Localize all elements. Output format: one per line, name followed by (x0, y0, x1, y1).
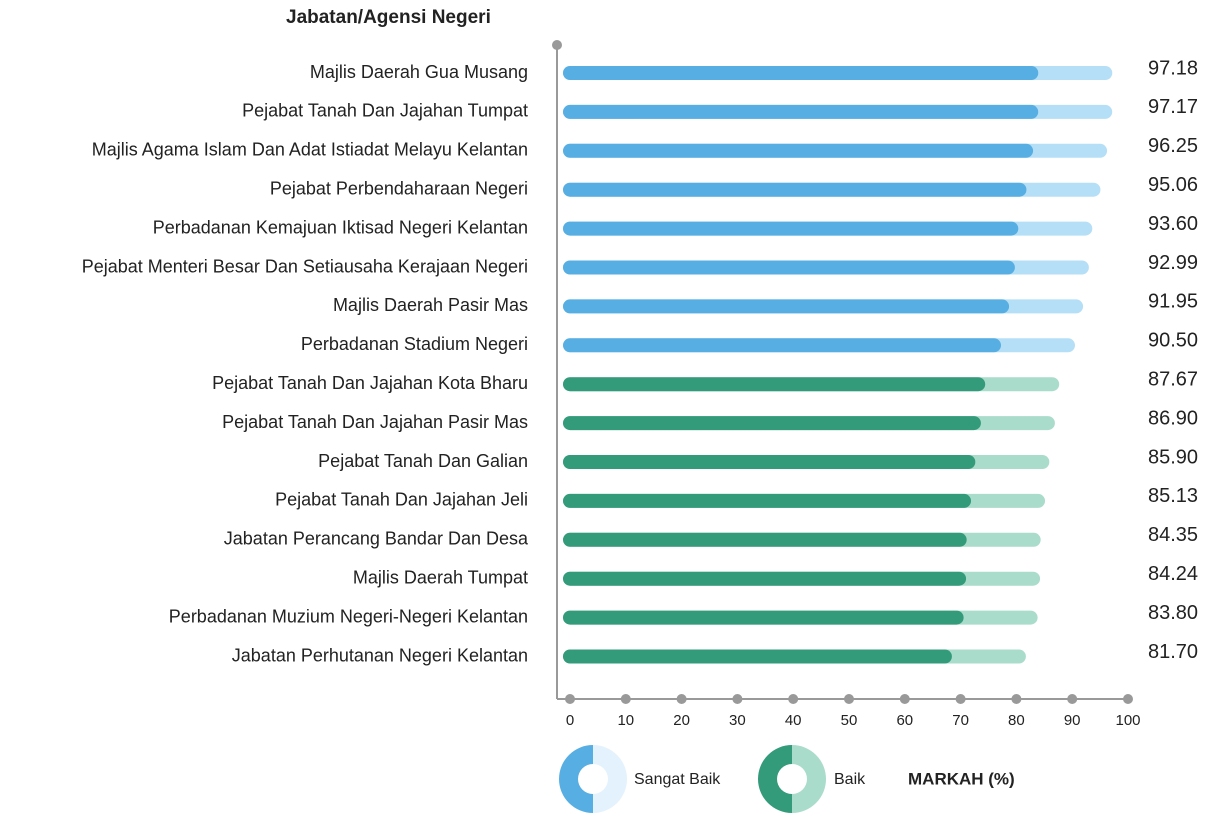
value-label: 83.80 (1148, 602, 1198, 624)
value-label: 95.06 (1148, 174, 1198, 196)
x-tick-label: 40 (785, 712, 802, 729)
x-tick (676, 694, 687, 704)
category-label: Perbadanan Muzium Negeri-Negeri Kelantan (169, 606, 528, 626)
bar-highlight (563, 416, 981, 431)
x-tick (1123, 694, 1133, 704)
bar-highlight (563, 377, 986, 392)
value-label: 90.50 (1148, 330, 1198, 352)
value-label: 85.90 (1148, 446, 1198, 468)
category-label: Pejabat Tanah Dan Jajahan Pasir Mas (222, 412, 528, 432)
bar-highlight (563, 143, 1034, 158)
value-label: 84.35 (1148, 524, 1198, 546)
bar-highlight (563, 260, 1015, 275)
category-label: Majlis Daerah Pasir Mas (333, 295, 528, 315)
category-label: Pejabat Tanah Dan Jajahan Jeli (275, 490, 528, 510)
bar-highlight (563, 66, 1039, 80)
value-label: 91.95 (1148, 291, 1198, 313)
bar-highlight (563, 221, 1019, 236)
legend-label: Sangat Baik (634, 771, 721, 788)
category-label: Majlis Daerah Gua Musang (310, 62, 528, 82)
x-tick-label: 80 (1008, 712, 1025, 729)
category-label: Pejabat Tanah Dan Galian (318, 451, 528, 471)
legend-label: Baik (834, 771, 866, 788)
x-tick (899, 694, 910, 704)
x-tick-label: 10 (617, 712, 634, 729)
category-label: Pejabat Tanah Dan Jajahan Tumpat (242, 101, 528, 121)
value-label: 87.67 (1148, 368, 1198, 390)
bar-highlight (563, 182, 1027, 197)
x-tick-label: 50 (841, 712, 858, 729)
x-tick (788, 694, 799, 704)
bar-highlight (563, 338, 1001, 353)
x-tick-label: 90 (1064, 712, 1081, 729)
bar-highlight (563, 649, 952, 664)
bar-highlight (563, 455, 976, 469)
category-label: Pejabat Tanah Dan Jajahan Kota Bharu (212, 373, 528, 393)
category-label: Majlis Daerah Tumpat (353, 567, 528, 587)
category-label: Pejabat Perbendaharaan Negeri (270, 178, 528, 198)
value-label: 84.24 (1148, 563, 1198, 585)
bar-highlight (563, 571, 967, 586)
x-tick-label: 100 (1115, 712, 1140, 729)
x-tick-label: 60 (896, 712, 913, 729)
x-tick (620, 694, 631, 704)
legend-donut (758, 745, 792, 813)
x-tick (1067, 694, 1078, 704)
category-label: Jabatan Perhutanan Negeri Kelantan (232, 645, 528, 665)
x-tick-label: 70 (952, 712, 969, 729)
x-axis-label: MARKAH (%) (908, 769, 1015, 788)
value-label: 93.60 (1148, 213, 1198, 235)
x-tick-label: 0 (566, 712, 574, 729)
x-tick (732, 694, 743, 704)
legend-donut (593, 745, 627, 813)
chart-title: Jabatan/Agensi Negeri (286, 7, 491, 28)
x-tick-label: 20 (673, 712, 690, 729)
category-label: Perbadanan Kemajuan Iktisad Negeri Kelan… (153, 217, 528, 237)
bar-highlight (563, 532, 967, 547)
x-tick (844, 694, 854, 704)
bar-highlight (563, 493, 972, 508)
category-label: Jabatan Perancang Bandar Dan Desa (224, 529, 529, 549)
legend: Sangat Baik Baik (559, 745, 866, 813)
value-label: 81.70 (1148, 641, 1198, 663)
legend-donut (559, 745, 593, 813)
value-label: 97.18 (1148, 57, 1198, 79)
legend-donut (792, 745, 826, 813)
value-label: 97.17 (1148, 96, 1198, 118)
bar-highlight (563, 299, 1010, 314)
x-tick (955, 694, 966, 704)
value-label: 92.99 (1148, 252, 1198, 274)
bar-highlight (563, 104, 1039, 119)
value-label: 96.25 (1148, 135, 1198, 157)
value-label: 85.13 (1148, 485, 1198, 507)
bar-highlight (563, 610, 964, 625)
category-label: Majlis Agama Islam Dan Adat Istiadat Mel… (92, 140, 528, 160)
value-label: 86.90 (1148, 407, 1198, 429)
x-tick-label: 30 (729, 712, 746, 729)
category-label: Pejabat Menteri Besar Dan Setiausaha Ker… (82, 256, 528, 276)
axis-dot (552, 40, 562, 50)
category-label: Perbadanan Stadium Negeri (301, 334, 528, 354)
x-tick (565, 694, 575, 704)
x-tick (1011, 694, 1022, 704)
